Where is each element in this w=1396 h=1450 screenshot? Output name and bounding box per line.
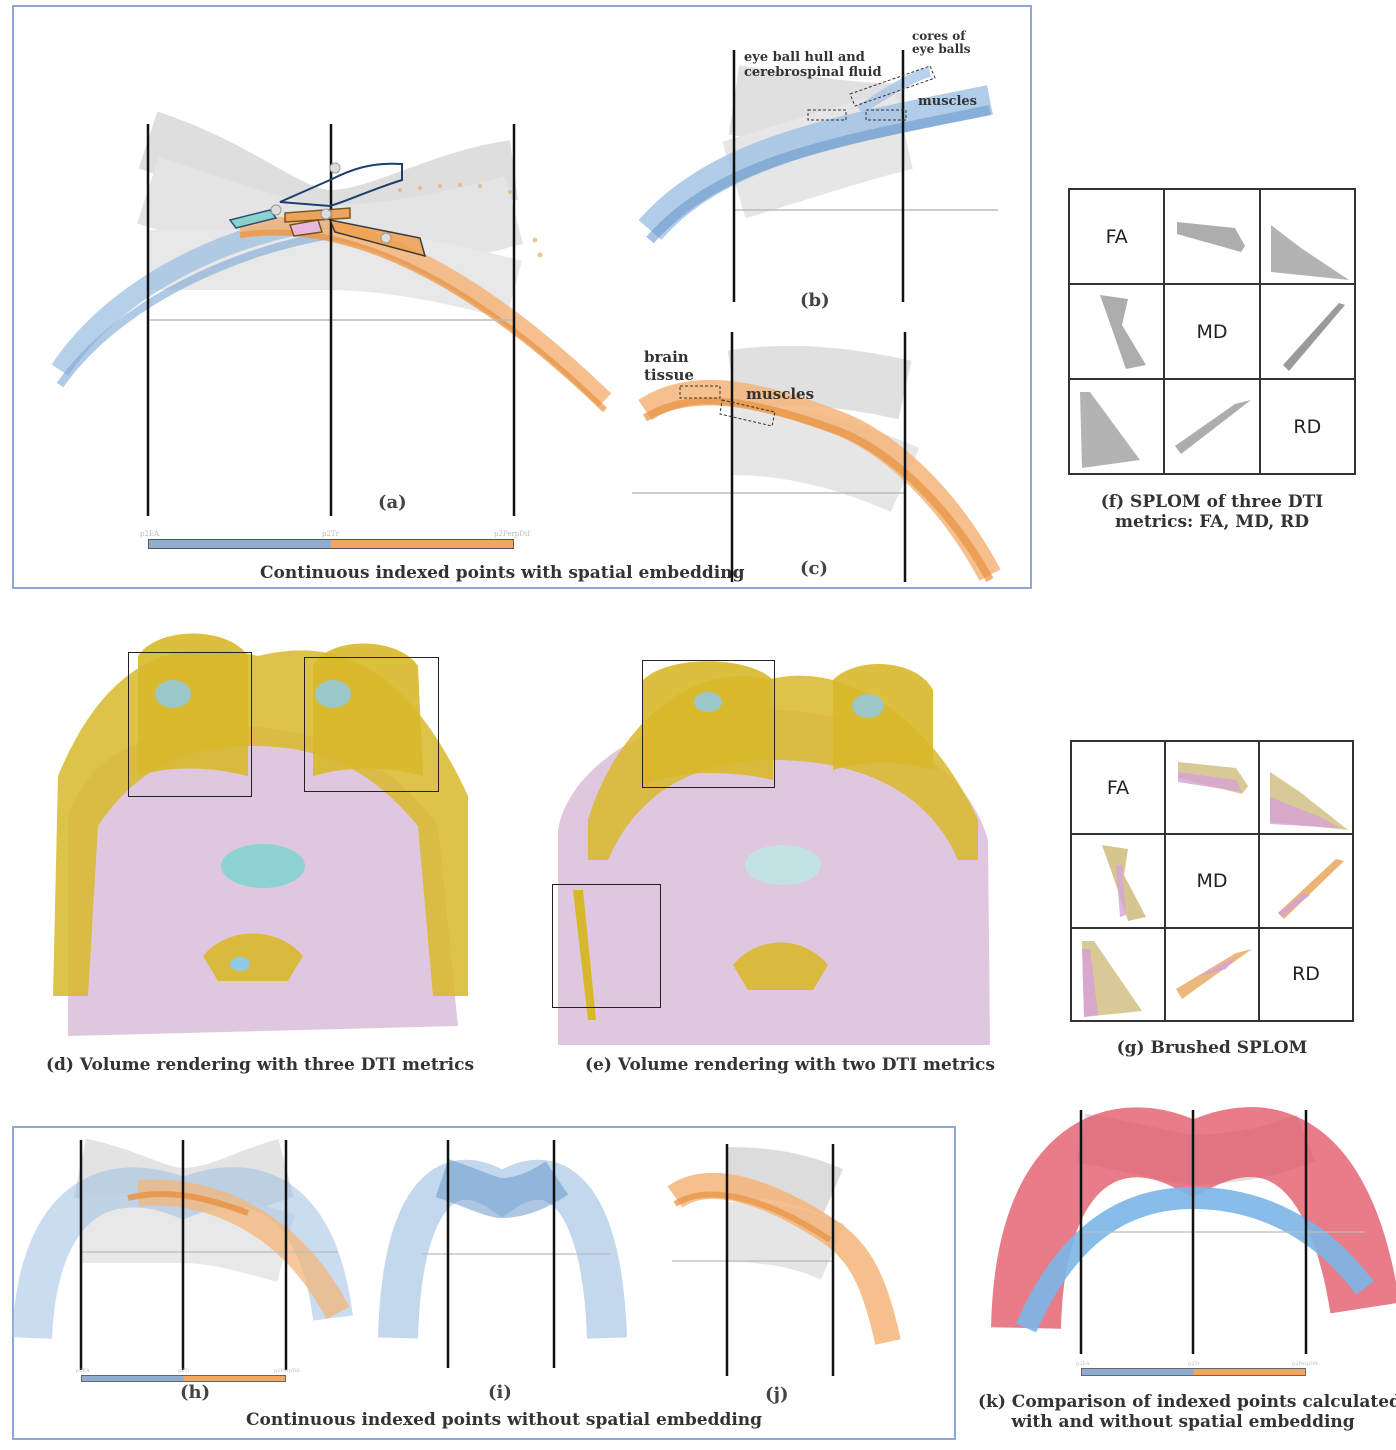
caption-top: Continuous indexed points with spatial e… [260,563,745,583]
highlight-box-d-1 [128,652,252,797]
axis-tick-k-3: p2PerpDif [1292,1361,1318,1367]
annotation-c-2: muscles [746,385,815,403]
volume-d [53,633,468,1036]
plot-i [378,1140,627,1368]
annotation-b-1: eye ball hull and cerebrospinal fluid [744,50,882,80]
annotation-b-2: cores of eye balls [912,29,971,56]
splom-g: FA MD RD [1070,740,1354,1022]
bottom-panel-frame [12,1126,956,1440]
label-j: (j) [765,1384,789,1405]
volume-e [558,661,990,1045]
caption-e: (e) Volume rendering with two DTI metric… [585,1055,995,1075]
splom-f-cell-fa: FA [1069,189,1165,284]
axis-tick-h-1: p2EA [76,1368,90,1374]
plot-a [51,111,612,516]
plot-h [12,1138,353,1370]
highlight-box-e-2 [552,884,661,1008]
splom-f: FA MD RD [1068,188,1356,475]
color-bar-h [81,1375,286,1382]
highlight-box-d-2 [304,657,439,792]
caption-k: (k) Comparison of indexed points calcula… [978,1392,1396,1432]
plot-c [632,332,1001,582]
axis-tick-a-2: p2Tr [322,530,339,538]
splom-f-cell-md: MD [1164,284,1260,379]
top-panel-frame [12,5,1032,589]
splom-g-cell-md: MD [1165,834,1259,928]
splom-g-cell-fa: FA [1071,741,1165,835]
label-b: (b) [800,290,830,311]
plot-b [638,50,998,302]
caption-g: (g) Brushed SPLOM [1116,1038,1308,1058]
axis-tick-k-1: p2EA [1076,1361,1090,1367]
label-i: (i) [488,1382,512,1403]
plot-k [991,1107,1396,1354]
plot-j [667,1144,901,1376]
highlight-box-e-1 [642,660,775,788]
splom-f-cell-rd: RD [1259,379,1355,474]
axis-tick-h-2: p2Tr [178,1368,191,1374]
axis-tick-k-2: p2Tr [1188,1361,1201,1367]
splom-g-cell-rd: RD [1259,927,1353,1021]
label-h: (h) [180,1382,211,1403]
axis-tick-a-1: p2EA [140,530,160,538]
axis-tick-h-3: p2PerpDif [274,1368,300,1374]
annotation-b-3: muscles [918,94,977,109]
caption-f: (f) SPLOM of three DTI metrics: FA, MD, R… [1100,492,1324,532]
label-a: (a) [378,492,407,513]
color-bar-k [1081,1368,1306,1376]
label-c: (c) [800,558,828,579]
caption-d: (d) Volume rendering with three DTI metr… [46,1055,475,1075]
caption-bottom: Continuous indexed points without spatia… [246,1410,763,1430]
annotation-c-1: brain tissue [644,348,694,384]
axis-tick-a-3: p2PerpDif [494,530,530,538]
color-bar-a [148,539,514,549]
